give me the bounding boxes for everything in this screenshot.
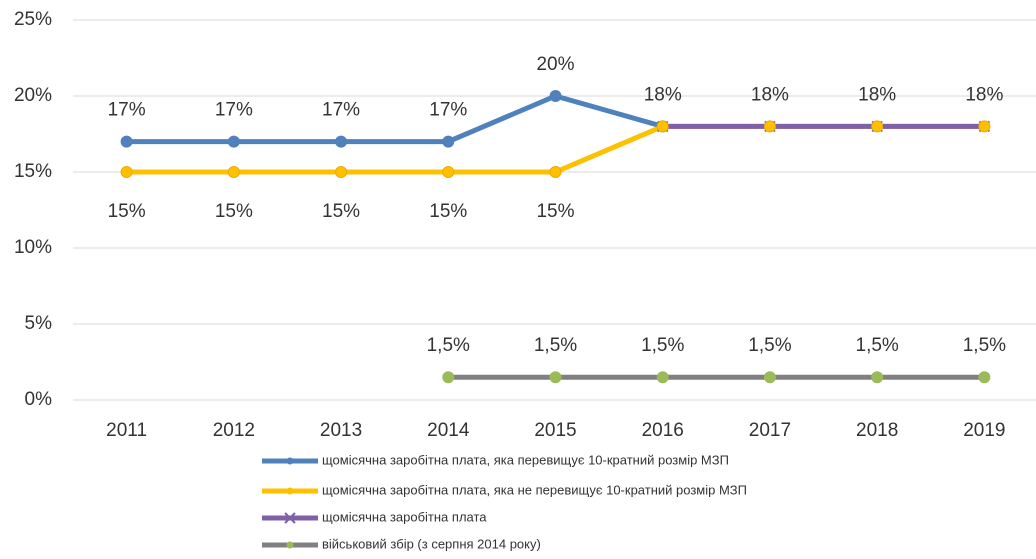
- data-label: 15%: [215, 201, 253, 222]
- data-label: 18%: [858, 84, 896, 105]
- marker: [871, 371, 884, 384]
- legend-marker: [284, 512, 296, 524]
- data-label: 15%: [536, 201, 574, 222]
- series-line: [126, 123, 985, 175]
- data-label: 1,5%: [641, 335, 684, 356]
- marker: [120, 135, 133, 148]
- y-tick-label: 0%: [25, 389, 53, 410]
- data-label: 15%: [429, 201, 467, 222]
- marker: [871, 120, 884, 133]
- data-label: 17%: [429, 100, 467, 121]
- data-label: 1,5%: [534, 335, 577, 356]
- marker: [656, 120, 669, 133]
- marker: [549, 90, 562, 102]
- marker: [442, 371, 455, 384]
- x-tick-label: 2012: [213, 420, 255, 441]
- data-label: 1,5%: [427, 335, 470, 356]
- x-tick-label: 2011: [106, 420, 147, 441]
- y-tick-label: 10%: [14, 237, 52, 258]
- x-tick-label: 2014: [427, 420, 470, 441]
- legend-marker: [286, 541, 294, 549]
- marker: [227, 135, 240, 148]
- x-tick-label: 2016: [642, 420, 684, 441]
- marker: [656, 371, 669, 384]
- data-label: 18%: [644, 84, 682, 105]
- data-label: 15%: [108, 201, 146, 222]
- legend-marker: [286, 457, 294, 465]
- data-label: 1,5%: [856, 335, 899, 356]
- data-label: 17%: [215, 100, 253, 121]
- data-label: 18%: [965, 84, 1003, 105]
- legend-label: щомісячна заробітна плата: [322, 509, 487, 524]
- y-tick-label: 15%: [14, 161, 52, 182]
- x-tick-label: 2018: [856, 420, 898, 441]
- marker: [978, 371, 991, 384]
- x-tick-label: 2017: [749, 420, 791, 441]
- marker: [227, 166, 240, 178]
- data-label: 17%: [108, 100, 146, 121]
- marker: [549, 166, 562, 178]
- marker: [549, 371, 562, 384]
- x-tick-label: 2013: [320, 420, 362, 441]
- data-label: 1,5%: [963, 335, 1006, 356]
- y-tick-label: 5%: [25, 313, 53, 334]
- marker: [442, 166, 455, 178]
- legend-label: військовий збір (з серпня 2014 року): [322, 536, 541, 551]
- marker: [763, 371, 776, 384]
- marker: [335, 166, 348, 178]
- marker: [442, 135, 455, 148]
- marker: [763, 120, 776, 133]
- y-tick-label: 20%: [14, 85, 52, 106]
- legend-label: щомісячна заробітна плата, яка не переви…: [322, 482, 747, 497]
- data-label: 17%: [322, 100, 360, 121]
- legend-marker: [286, 487, 294, 495]
- legend-label: щомісячна заробітна плата, яка перевищує…: [322, 452, 729, 467]
- x-tick-label: 2019: [963, 420, 1005, 441]
- y-tick-label: 25%: [14, 9, 52, 30]
- marker: [120, 166, 133, 178]
- x-tick-label: 2015: [534, 420, 576, 441]
- marker: [978, 120, 991, 133]
- data-label: 20%: [536, 54, 574, 75]
- series-line: [126, 93, 664, 145]
- data-label: 15%: [322, 201, 360, 222]
- marker: [335, 135, 348, 148]
- data-label: 1,5%: [748, 335, 791, 356]
- data-label: 18%: [751, 84, 789, 105]
